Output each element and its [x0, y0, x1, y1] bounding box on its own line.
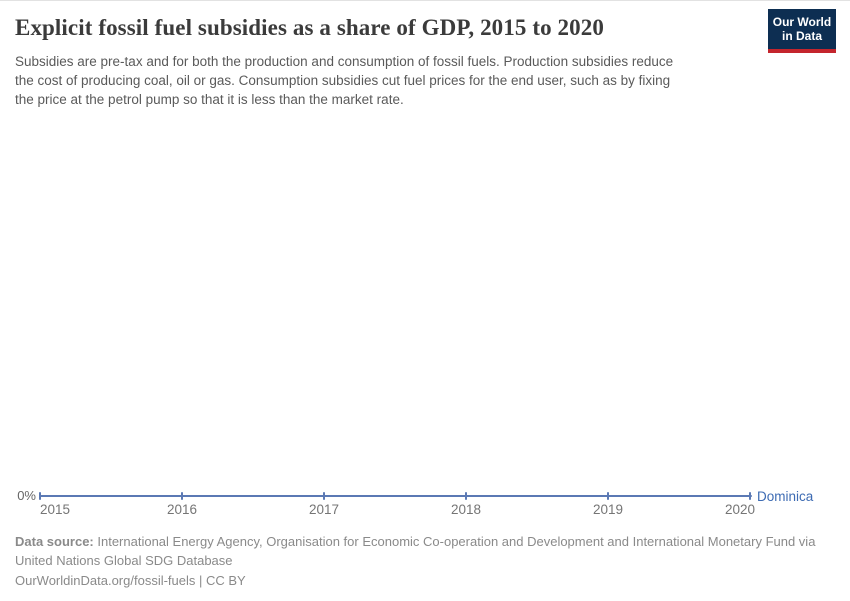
x-axis-tick-label: 2017: [308, 502, 340, 517]
chart-subtitle-line: the cost of producing coal, oil or gas. …: [15, 73, 671, 88]
x-axis-tick-label: 2018: [450, 502, 482, 517]
data-point-marker: [181, 492, 183, 500]
x-axis-tick-label: 2019: [592, 502, 624, 517]
chart-subtitle-line: Subsidies are pre-tax and for both the p…: [15, 54, 674, 69]
data-point-marker: [39, 492, 41, 500]
license-note: OurWorldinData.org/fossil-fuels | CC BY: [15, 573, 246, 588]
data-source-label: Data source:: [15, 534, 94, 549]
x-axis-tick-label: 2015: [40, 502, 71, 517]
data-source-text: International Energy Agency, Organisatio…: [15, 534, 816, 568]
trend-line-dominica: [40, 495, 752, 497]
chart-subtitle: Subsidies are pre-tax and for both the p…: [15, 52, 673, 109]
data-point-marker: [749, 492, 751, 500]
chart-footer: Data source: International Energy Agency…: [15, 533, 835, 591]
data-point-marker: [323, 492, 325, 500]
x-axis-tick-label: 2016: [166, 502, 198, 517]
chart-subtitle-line: the price at the petrol pump so that it …: [15, 92, 404, 107]
data-point-marker: [607, 492, 609, 500]
chart-title: Explicit fossil fuel subsidies as a shar…: [15, 15, 604, 40]
entity-label: Dominica: [757, 489, 814, 504]
owid-logo-line2: in Data: [781, 29, 822, 43]
owid-logo-line1: Our World: [772, 15, 832, 29]
data-source-note: Data source: International Energy Agency…: [15, 533, 835, 570]
data-point-marker: [465, 492, 467, 500]
owid-logo: Our World in Data: [768, 9, 836, 53]
x-axis-tick-label: 2020: [724, 502, 755, 517]
y-axis-zero-label: 0%: [17, 488, 36, 503]
